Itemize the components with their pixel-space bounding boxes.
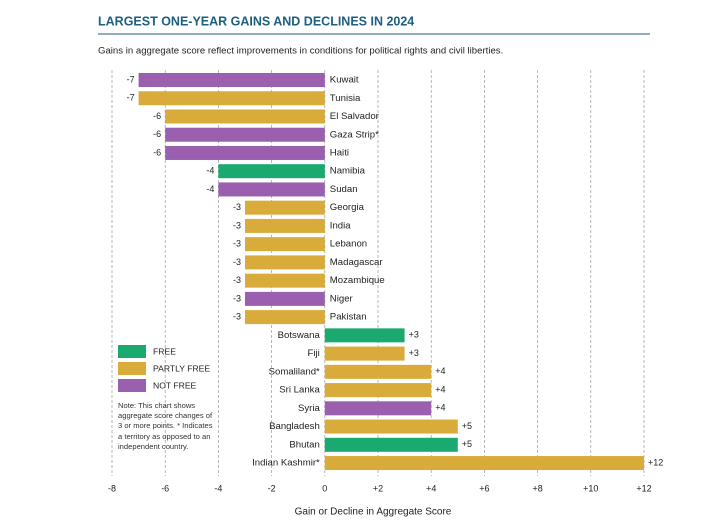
legend-label: FREE <box>153 346 176 356</box>
value-label: -7 <box>127 74 135 84</box>
category-label: India <box>330 220 351 231</box>
category-label: Sudan <box>330 184 358 195</box>
category-label: Tunisia <box>330 93 361 104</box>
value-label: -4 <box>206 166 214 176</box>
category-label: Mozambique <box>330 275 385 286</box>
bar <box>324 383 432 398</box>
category-label: El Salvador <box>330 111 380 122</box>
category-label: Somaliland* <box>269 366 320 377</box>
legend-swatch <box>118 345 146 358</box>
category-label: Georgia <box>330 202 365 213</box>
category-label: Pakistan <box>330 312 367 323</box>
value-label: -3 <box>233 311 241 321</box>
x-tick-label: +2 <box>373 483 383 493</box>
x-tick-label: 0 <box>322 483 327 493</box>
x-tick-label: -6 <box>161 483 169 493</box>
value-label: +3 <box>409 330 419 340</box>
bar <box>324 328 405 343</box>
bar <box>165 145 325 160</box>
category-label: Haiti <box>330 147 349 158</box>
x-tick-label: +8 <box>532 483 542 493</box>
chart-note: Note: This chart shows aggregate score c… <box>118 401 213 451</box>
x-tick-label: -4 <box>214 483 222 493</box>
x-axis-label: Gain or Decline in Aggregate Score <box>295 507 452 518</box>
category-label: Niger <box>330 293 354 304</box>
bar <box>138 73 325 87</box>
value-label: +4 <box>435 403 445 413</box>
category-label: Bangladesh <box>269 421 320 432</box>
value-label: -3 <box>233 293 241 303</box>
x-tick-label: +10 <box>583 483 598 493</box>
category-label: Namibia <box>330 166 366 177</box>
bar <box>324 419 458 434</box>
value-label: +4 <box>435 384 445 394</box>
value-label: -6 <box>153 147 161 157</box>
value-label: -3 <box>233 202 241 212</box>
category-label: Madagascar <box>330 257 384 268</box>
value-label: +5 <box>462 421 472 431</box>
bar <box>245 291 325 306</box>
x-tick-label: +6 <box>479 483 489 493</box>
bar <box>245 200 325 215</box>
category-label: Sri Lanka <box>279 385 320 396</box>
category-label: Kuwait <box>330 75 359 86</box>
bar <box>324 364 432 379</box>
category-label: Indian Kashmir* <box>252 458 320 469</box>
bar <box>245 255 325 270</box>
bar <box>324 456 644 471</box>
chart-title: LARGEST ONE-YEAR GAINS AND DECLINES IN 2… <box>98 14 414 28</box>
category-label: Bhutan <box>289 439 319 450</box>
category-label: Syria <box>298 403 321 414</box>
value-label: +12 <box>648 457 663 467</box>
value-label: -4 <box>206 184 214 194</box>
bar <box>245 237 325 252</box>
value-label: -6 <box>153 129 161 139</box>
value-label: +4 <box>435 366 445 376</box>
value-label: -3 <box>233 220 241 230</box>
category-label: Lebanon <box>330 239 367 250</box>
bar <box>165 109 325 124</box>
x-tick-label: -2 <box>268 483 276 493</box>
legend-label: NOT FREE <box>153 380 197 390</box>
value-label: -3 <box>233 275 241 285</box>
bar <box>218 164 325 179</box>
value-label: +3 <box>409 348 419 358</box>
chart-subtitle: Gains in aggregate score reflect improve… <box>98 46 503 57</box>
legend-swatch <box>118 379 146 392</box>
category-label: Fiji <box>308 348 320 359</box>
bar <box>245 273 325 288</box>
legend-label: PARTLY FREE <box>153 363 210 373</box>
bar <box>138 91 325 106</box>
bar <box>245 218 325 233</box>
value-label: +5 <box>462 439 472 449</box>
value-label: -7 <box>127 93 135 103</box>
bar <box>324 401 432 416</box>
bar <box>324 437 458 452</box>
category-label: Gaza Strip* <box>330 129 379 140</box>
x-tick-label: +12 <box>636 483 651 493</box>
bar <box>324 346 405 361</box>
bar <box>245 310 325 325</box>
value-label: -3 <box>233 257 241 267</box>
x-tick-label: -8 <box>108 483 116 493</box>
bar <box>165 127 325 142</box>
value-label: -3 <box>233 239 241 249</box>
x-tick-label: +4 <box>426 483 436 493</box>
legend-swatch <box>118 362 146 375</box>
bar <box>218 182 325 197</box>
category-label: Botswana <box>278 330 321 341</box>
value-label: -6 <box>153 111 161 121</box>
